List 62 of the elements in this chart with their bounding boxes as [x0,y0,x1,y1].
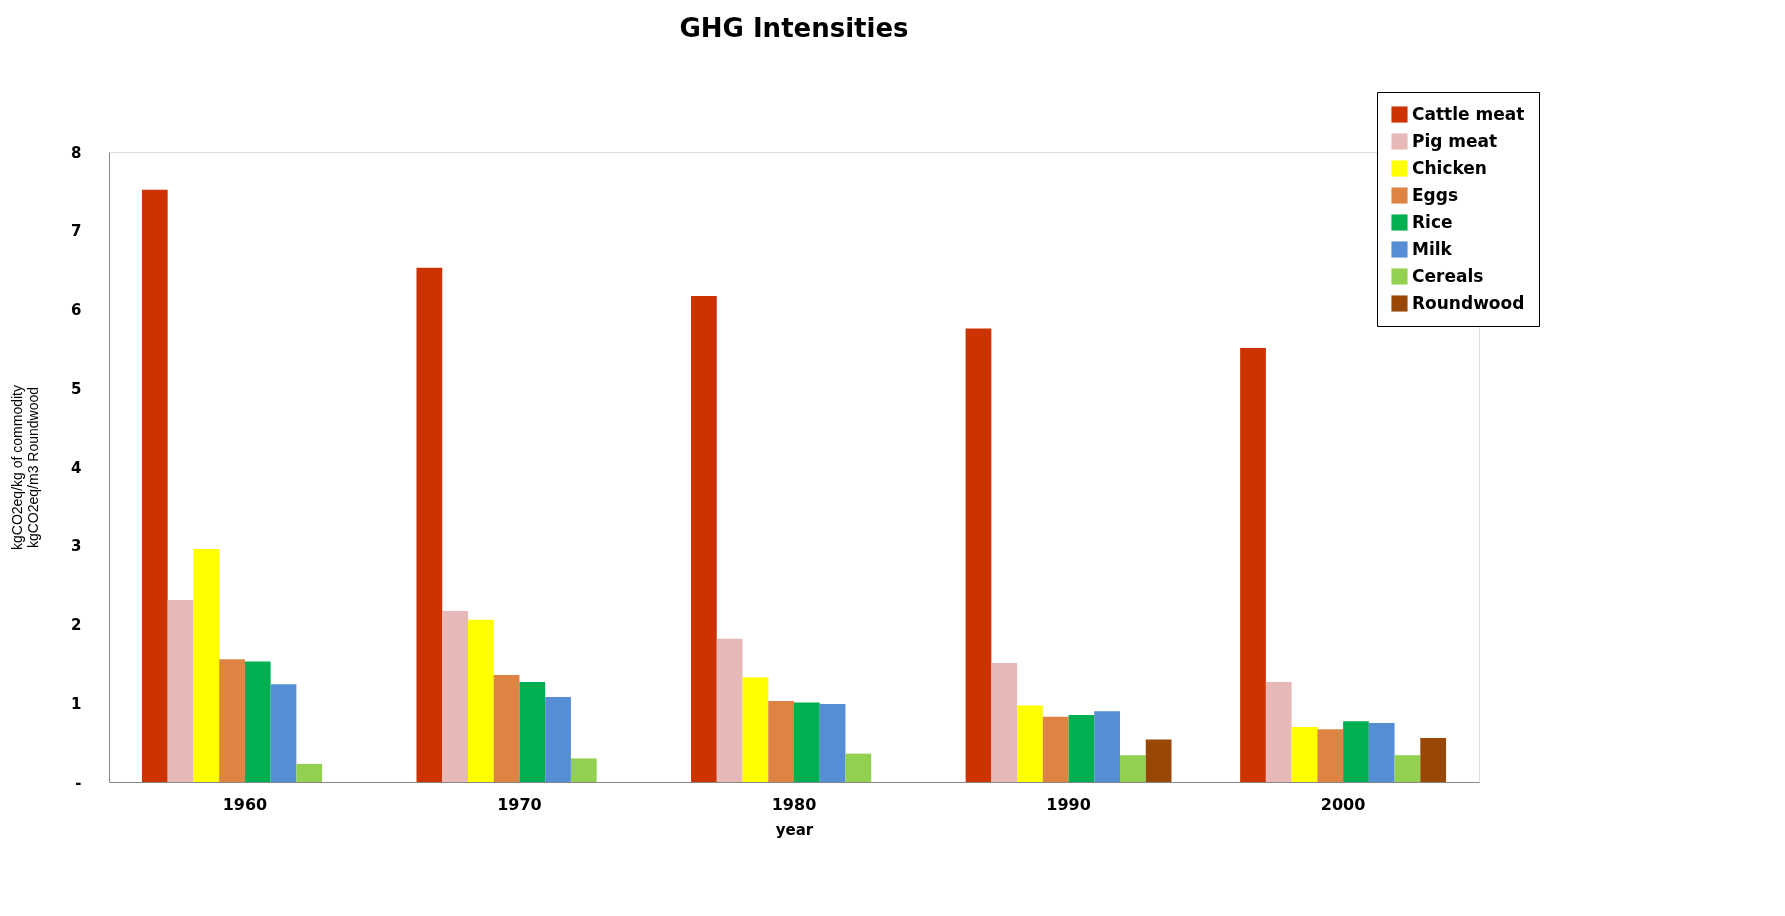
bar [167,600,194,782]
bar [1368,722,1395,782]
y-tick-label: 4 [71,458,82,477]
bar [1068,715,1095,782]
bar [493,674,520,782]
bar [691,296,717,782]
y-tick-label: 2 [71,616,82,634]
bar [1017,705,1043,782]
x-tick-label: 1960 [222,794,268,814]
bar [467,619,494,782]
bar [1291,726,1318,782]
bar [819,704,846,782]
y-tick-label: - [75,773,82,792]
bar [1120,755,1146,782]
bar [1042,716,1069,782]
x-axis-title: year [775,820,814,839]
bar [219,659,245,782]
bar [519,681,546,782]
bar [845,753,872,782]
bar [1240,348,1266,782]
bar [141,189,168,782]
bar [1265,681,1292,782]
bar [270,684,297,782]
bar [442,611,468,782]
bar [1317,729,1344,782]
legend-label: Chicken [1412,157,1487,178]
x-tick-label: 1970 [497,794,542,814]
bar [716,638,743,782]
bar [570,758,597,782]
bar [965,328,992,782]
chart-title: GHG Intensities [679,12,909,43]
bar [991,663,1018,782]
bar [1094,711,1121,782]
legend-label: Cattle meat [1412,103,1525,124]
y-tick-label: 7 [71,222,82,241]
y-tick-label: 3 [71,537,82,556]
y-tick-label: 1 [71,694,82,713]
y-tick-label: 5 [71,379,82,398]
bar [1420,737,1447,782]
bar [1145,739,1172,782]
y-tick-label: 6 [71,301,82,319]
legend-label: Roundwood [1412,292,1525,313]
bar [416,267,443,782]
legend-label: Cereals [1412,265,1484,286]
y-axis-title: kgCO2eq/kg of commodity kgCO2eq/m3 Roundwood [9,385,42,550]
bar [794,702,820,782]
x-tick-label: 1990 [1046,794,1091,814]
bar [1343,721,1369,782]
legend-label: Eggs [1412,184,1459,205]
bar [768,700,794,782]
bar [742,677,769,782]
legend-label: Rice [1412,211,1453,232]
y-tick-label: 8 [71,143,82,162]
x-tick-label: 1980 [771,794,817,814]
legend-label: Milk [1412,238,1453,259]
bar [545,696,571,782]
bar [244,661,271,782]
x-tick-label: 2000 [1320,794,1366,814]
bar [1394,755,1421,782]
bar [296,763,323,782]
legend-label: Pig meat [1412,130,1498,151]
bar [193,548,220,782]
